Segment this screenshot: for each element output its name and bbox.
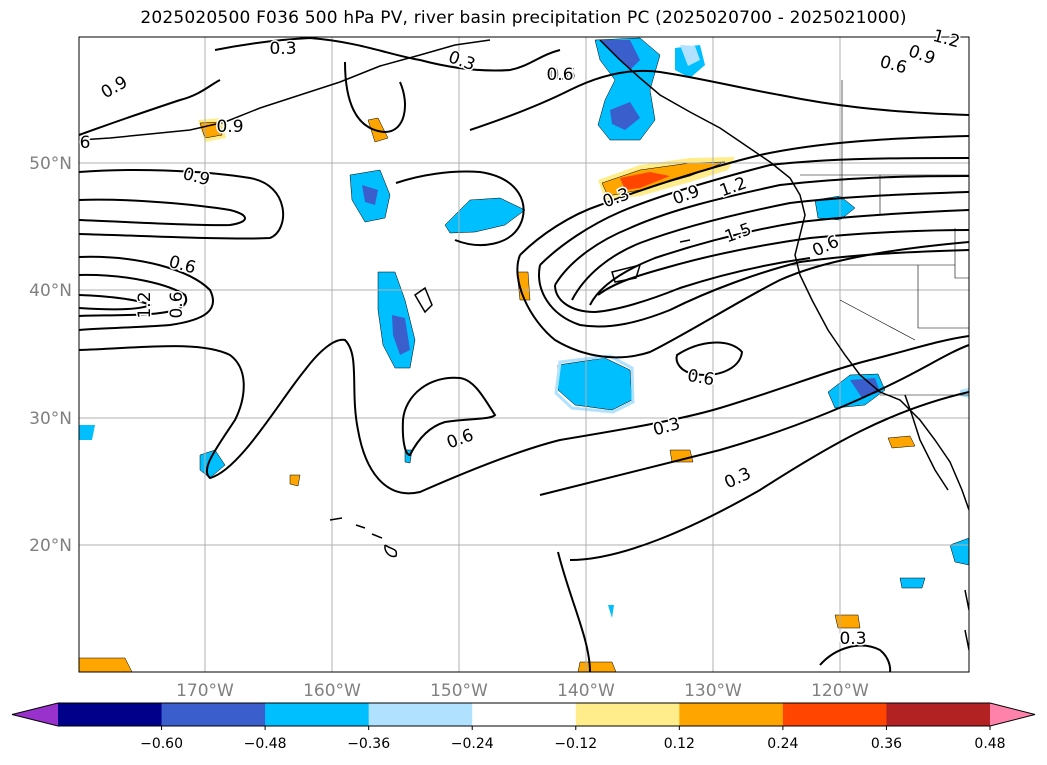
colorbar-tick-label: −0.60 xyxy=(140,736,183,752)
contour-label: 0.6 xyxy=(167,291,187,318)
contour-label: 0.6 xyxy=(548,65,575,85)
colorbar-tick-label: −0.36 xyxy=(347,736,390,752)
colorbar-segment xyxy=(782,703,887,726)
colorbar-segment xyxy=(368,703,473,726)
colorbar-tick-label: −0.48 xyxy=(244,736,287,752)
lon-label-160w: 160°W xyxy=(303,681,361,701)
colorbar-segment xyxy=(161,703,266,726)
contour-label: 6 xyxy=(80,133,91,153)
precip-anomaly-fills xyxy=(79,37,969,672)
contour-label: 0.3 xyxy=(839,629,866,649)
lon-label-170w: 170°W xyxy=(176,681,234,701)
contour-label: 0.9 xyxy=(216,117,243,137)
pv-contours xyxy=(79,37,969,672)
map-frame xyxy=(78,36,970,673)
colorbar-tick-label: 0.48 xyxy=(974,736,1005,752)
latitude-labels: 50°N 40°N 30°N 20°N xyxy=(29,154,72,556)
longitude-labels: 170°W 160°W 150°W 140°W 130°W 120°W xyxy=(176,681,869,701)
colorbar-tick-label: −0.12 xyxy=(554,736,597,752)
colorbar-tick-label: 0.12 xyxy=(664,736,695,752)
colorbar-segment xyxy=(472,703,577,726)
colorbar-segment xyxy=(886,703,991,726)
colorbar-segment xyxy=(679,703,784,726)
graticule xyxy=(79,37,969,672)
contour-label: 0.6 xyxy=(546,65,573,85)
colorbar xyxy=(11,702,1036,727)
colorbar-segment xyxy=(12,703,58,726)
colorbar-tick-label: 0.24 xyxy=(767,736,798,752)
coastlines xyxy=(79,39,969,651)
colorbar-tick-label: 0.36 xyxy=(871,736,902,752)
colorbar-segment xyxy=(990,703,1035,726)
contour-label: 0.6 xyxy=(686,366,716,390)
lat-label-40n: 40°N xyxy=(29,281,72,301)
colorbar-segment xyxy=(575,703,680,726)
lon-label-140w: 140°W xyxy=(557,681,615,701)
lon-label-130w: 130°W xyxy=(684,681,742,701)
colorbar-segment xyxy=(265,703,370,726)
contour-label: 0.3 xyxy=(269,39,296,59)
colorbar-ticks: −0.60 −0.48 −0.36 −0.24 −0.12 0.12 0.24 0.36 0.4… xyxy=(140,726,1006,752)
lon-label-120w: 120°W xyxy=(811,681,869,701)
colorbar-tick-label: −0.24 xyxy=(451,736,494,752)
contour-label: 1.2 xyxy=(135,291,155,318)
lat-label-50n: 50°N xyxy=(29,154,72,174)
colorbar-outline xyxy=(11,702,1036,727)
lat-label-20n: 20°N xyxy=(29,536,72,556)
map-title: 2025020500 F036 500 hPa PV, river basin … xyxy=(140,8,907,28)
colorbar-segment xyxy=(58,703,163,726)
lat-label-30n: 30°N xyxy=(29,409,72,429)
lon-label-150w: 150°W xyxy=(430,681,488,701)
